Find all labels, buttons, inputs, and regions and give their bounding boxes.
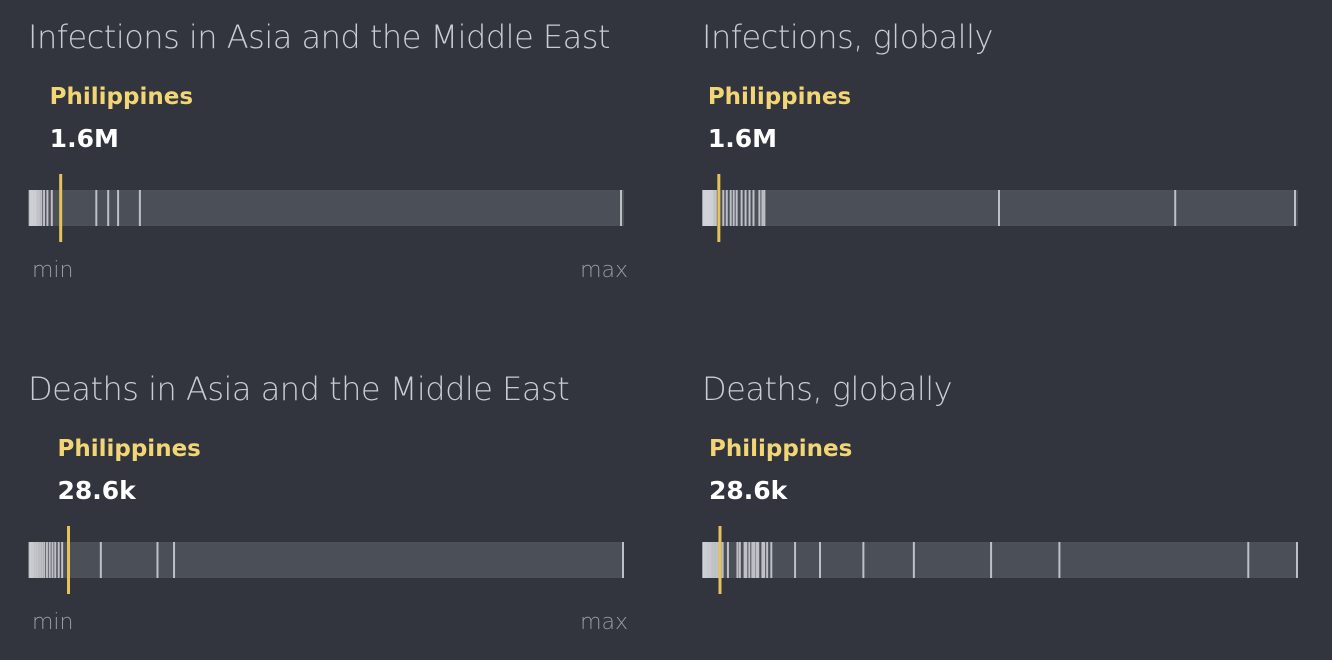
highlight-value-label: 1.6M bbox=[707, 124, 777, 153]
highlight-value-label: 28.6k bbox=[708, 476, 788, 505]
strip-plot bbox=[702, 174, 1298, 242]
strip-track bbox=[28, 542, 624, 578]
chart-panel-deaths-asia: Deaths in Asia and the Middle East Phili… bbox=[28, 370, 628, 660]
strip-plot bbox=[28, 526, 624, 594]
strip-plot bbox=[702, 526, 1298, 594]
chart-title: Infections in Asia and the Middle East bbox=[28, 18, 610, 56]
chart-panel-infections-global: Infections, globally Philippines 1.6M bbox=[702, 18, 1302, 318]
chart-title: Deaths, globally bbox=[702, 370, 953, 408]
strip-track bbox=[702, 542, 1298, 578]
axis-min-label: min bbox=[32, 258, 74, 283]
highlight-country-label: Philippines bbox=[708, 436, 853, 462]
highlight-country-label: Philippines bbox=[707, 84, 852, 110]
highlight-country-label: Philippines bbox=[57, 436, 201, 462]
highlight-value-label: 28.6k bbox=[57, 476, 136, 505]
axis-min-label: min bbox=[32, 610, 74, 635]
axis-max-label: max bbox=[580, 258, 628, 283]
highlight-value-label: 1.6M bbox=[49, 124, 119, 153]
chart-title: Deaths in Asia and the Middle East bbox=[28, 370, 570, 408]
highlight-country-label: Philippines bbox=[49, 84, 194, 110]
chart-title: Infections, globally bbox=[702, 18, 993, 56]
strip-track bbox=[28, 190, 624, 226]
chart-panel-infections-asia: Infections in Asia and the Middle East P… bbox=[28, 18, 628, 318]
strip-plot bbox=[28, 174, 624, 242]
axis-max-label: max bbox=[580, 610, 628, 635]
chart-panel-deaths-global: Deaths, globally Philippines 28.6k bbox=[702, 370, 1302, 660]
